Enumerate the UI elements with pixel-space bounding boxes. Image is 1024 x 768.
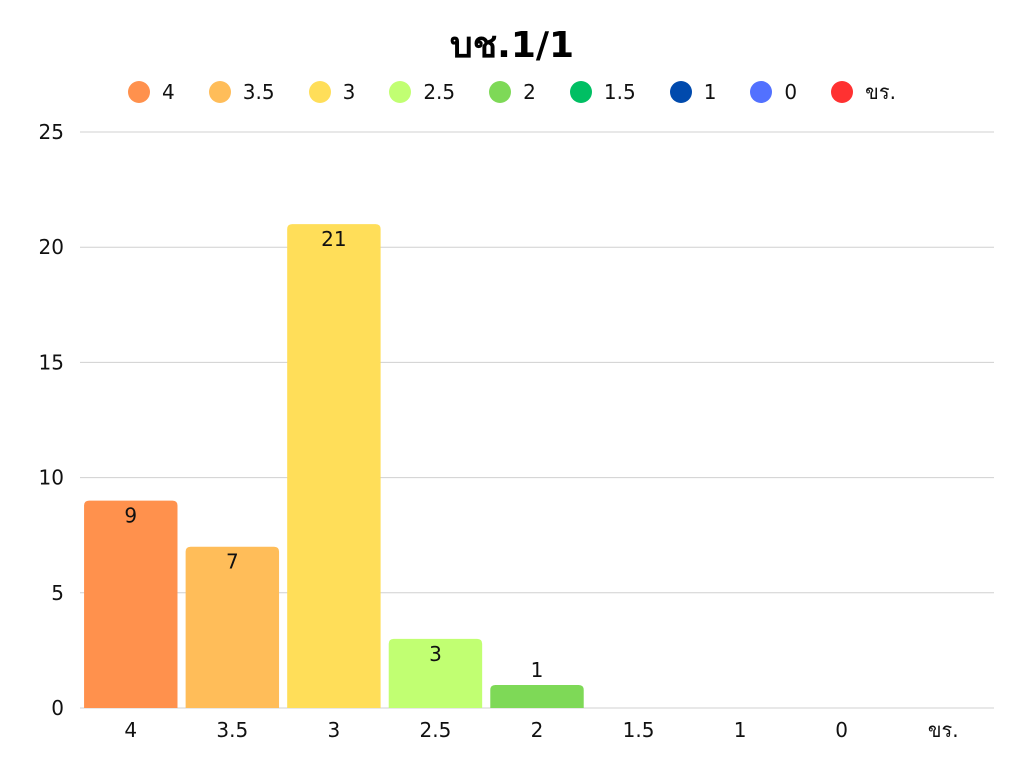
x-tick-label: 2 [531,718,544,742]
x-tick-label: 3.5 [216,718,248,742]
x-tick-label: 1.5 [623,718,655,742]
legend-swatch [831,81,854,103]
x-tick-label: ขร. [928,718,959,742]
legend-swatch [569,81,592,103]
bar [185,546,280,708]
bar [84,500,178,708]
legend-item: 3.5 [208,80,275,104]
legend-swatch [308,81,331,103]
legend-item: 2 [489,80,536,104]
legend-item: 3 [308,80,356,104]
data-label: 3 [429,642,442,666]
x-tick-label: 3 [328,718,341,742]
data-label: 7 [226,550,239,574]
y-tick-label: 15 [39,350,64,374]
legend-item: 1 [669,80,717,104]
legend-item: 1.5 [569,80,636,104]
legend-label: 2 [523,80,536,104]
legend-label: 3 [342,80,356,104]
legend-item: 2.5 [389,80,455,104]
legend-swatch [208,81,231,103]
x-tick-label: 4 [124,718,137,742]
bar [287,224,381,708]
data-label: 1 [531,658,544,682]
data-label: 9 [124,504,137,528]
y-tick-label: 5 [51,581,64,605]
bar [490,684,584,708]
bar [388,638,483,708]
legend-swatch [750,81,773,103]
legend-item: 0 [750,80,797,104]
legend-label: 3.5 [242,80,275,104]
chart-title: บช.1/1 [449,25,575,66]
legend-label: ขร. [865,80,896,104]
legend-swatch [669,81,692,103]
legend-item: ขร. [831,76,896,108]
y-tick-label: 20 [39,235,64,259]
y-tick-label: 10 [39,466,64,490]
chart-legend: 4 3.5 3 2.5 2 1.5 1 0 ขร. [0,79,1024,105]
x-tick-label: 2.5 [420,718,452,742]
legend-label: 4 [162,80,175,104]
legend-swatch [489,81,512,103]
legend-label: 2.5 [423,80,456,104]
legend-swatch [389,81,412,103]
x-tick-label: 1 [734,718,747,742]
legend-label: 0 [784,80,798,104]
y-tick-label: 0 [51,696,64,720]
x-tick-label: 0 [835,718,848,742]
legend-swatch [128,81,151,103]
y-tick-label: 25 [39,120,64,144]
legend-item: 4 [128,80,175,104]
legend-label: 1 [703,80,717,104]
legend-label: 1.5 [603,80,636,104]
data-label: 21 [321,227,346,251]
